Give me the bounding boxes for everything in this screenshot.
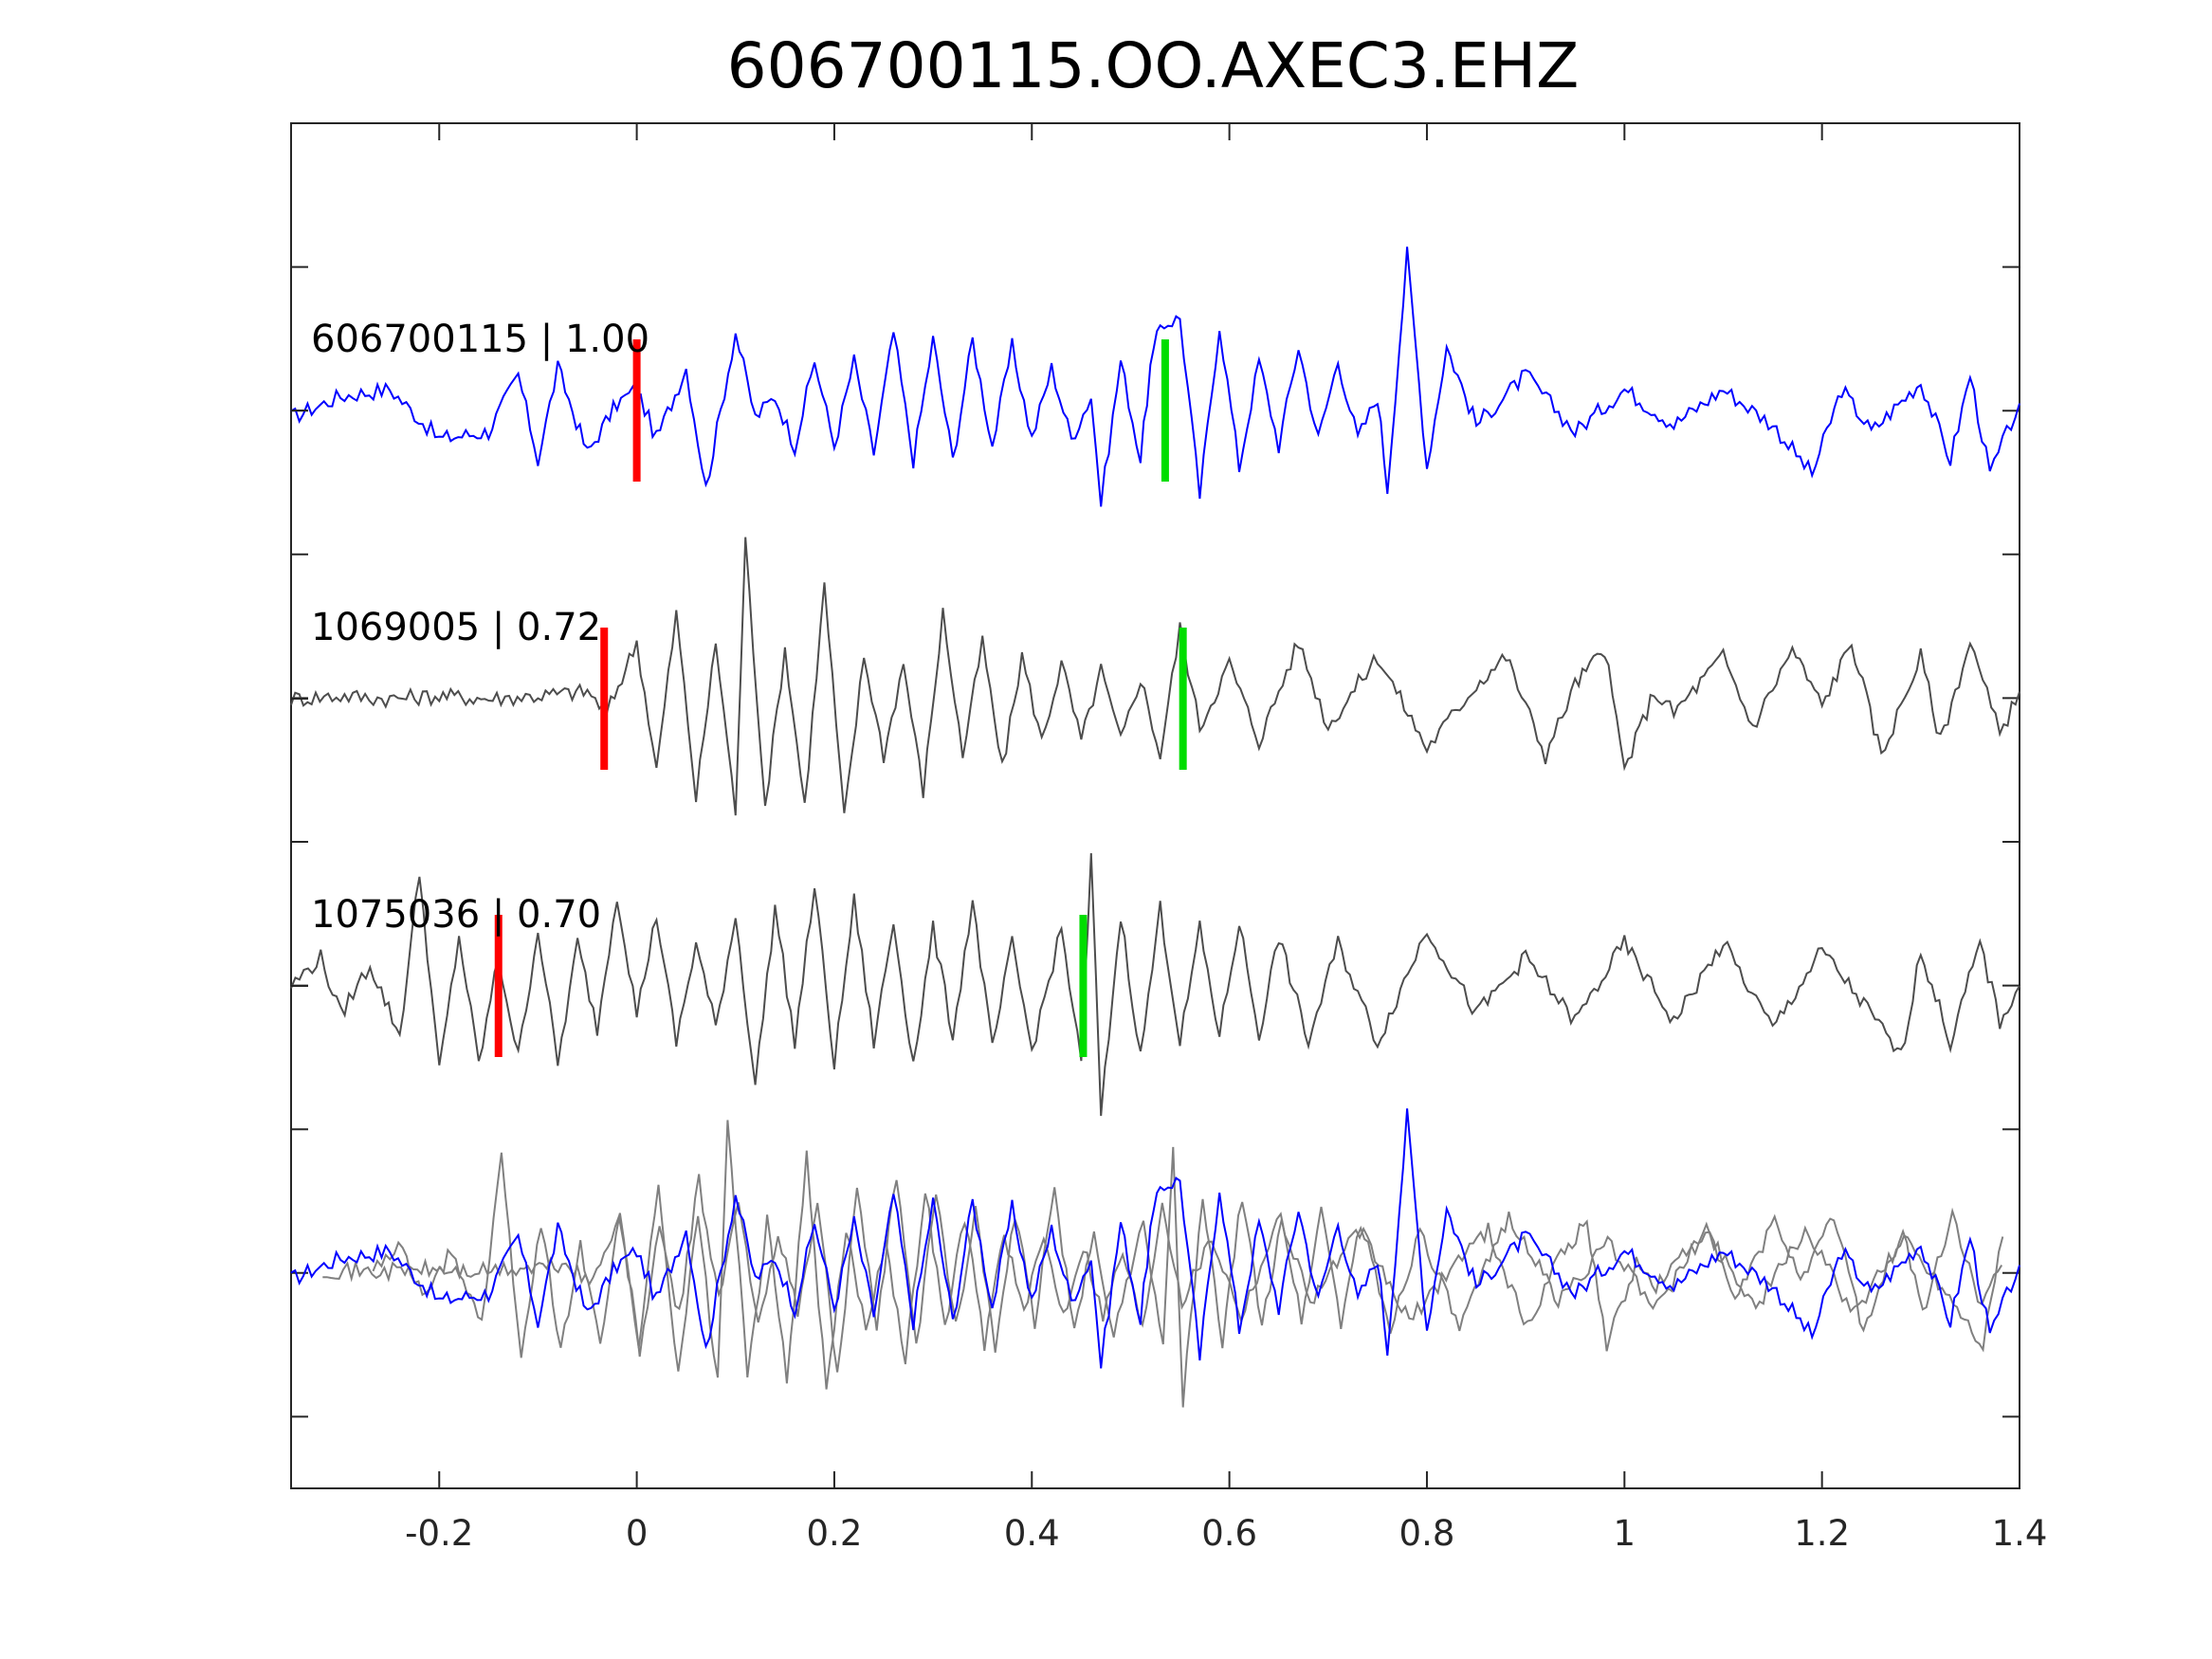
trace-labels: 606700115 | 1.00 1069005 | 0.72 1075036 | … (311, 318, 649, 937)
overlay-main-trace (290, 1108, 2020, 1369)
waveform-trace-1 (290, 246, 2020, 507)
waveform-trace-3 (290, 852, 2020, 1117)
y-axis-ticks (291, 265, 2020, 1418)
trace-label-3: 1075036 | 0.70 (311, 893, 601, 937)
overlay-neighbor-trace-1 (322, 1120, 2003, 1390)
x-tick-label: -0.2 (405, 1513, 473, 1554)
trace-panels (290, 246, 2020, 1117)
overlay-panel (290, 1108, 2020, 1408)
x-tick-label: 0 (626, 1513, 649, 1554)
x-tick-label: 1 (1614, 1513, 1636, 1554)
x-tick-label: 0.8 (1399, 1513, 1455, 1554)
x-tick-label: 0.6 (1201, 1513, 1257, 1554)
x-tick-label: 1.2 (1794, 1513, 1850, 1554)
chart-title: 606700115.OO.AXEC3.EHZ (727, 29, 1580, 102)
waveform-trace-2 (290, 537, 2020, 816)
x-tick-label: 0.4 (1004, 1513, 1060, 1554)
trace-label-1: 606700115 | 1.00 (311, 318, 649, 361)
overlay-neighbor-trace-2 (372, 1146, 2004, 1408)
x-tick-label: 1.4 (1992, 1513, 2048, 1554)
trace-label-2: 1069005 | 0.72 (311, 606, 601, 649)
x-axis-ticks: -0.2 0 0.2 0.4 0.6 0.8 1 1.2 1.4 (405, 123, 2047, 1554)
x-tick-label: 0.2 (807, 1513, 863, 1554)
axes-box (290, 122, 2020, 1489)
